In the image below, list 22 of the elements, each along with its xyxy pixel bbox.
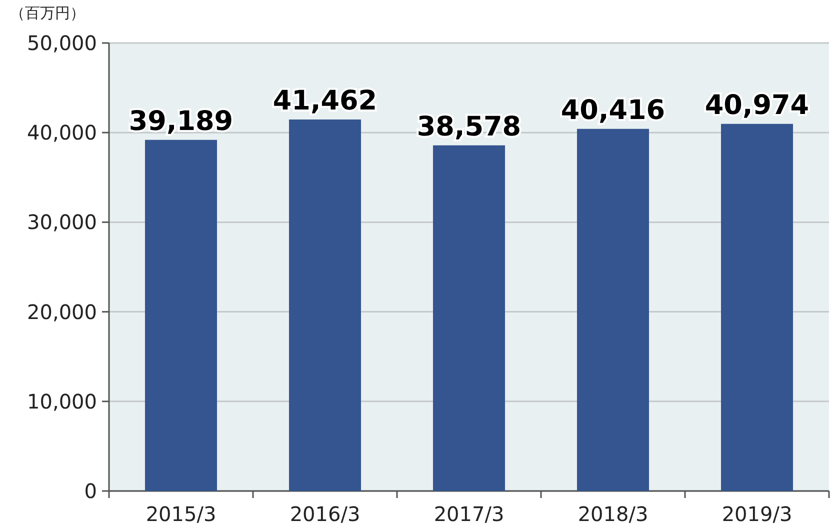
bar: [721, 124, 793, 491]
y-tick-label: 10,000: [27, 389, 97, 414]
y-tick-label: 50,000: [27, 31, 97, 55]
bar: [289, 120, 361, 491]
x-tick-label: 2015/3: [146, 502, 216, 526]
bar: [433, 145, 505, 491]
bar: [577, 128, 649, 491]
bar: [145, 140, 217, 491]
x-tick-label: 2016/3: [290, 502, 360, 526]
y-tick-label: 0: [84, 479, 97, 503]
x-tick-label: 2017/3: [434, 502, 504, 526]
data-label: 40,974: [704, 90, 810, 121]
x-tick-label: 2019/3: [722, 502, 792, 526]
y-tick-label: 30,000: [27, 210, 97, 234]
data-label: 40,416: [560, 94, 666, 126]
y-tick-label: 20,000: [27, 300, 97, 324]
data-label: 41,462: [272, 86, 378, 116]
y-axis-title: （百万円）: [10, 4, 85, 22]
data-label: 39,189: [128, 106, 234, 137]
data-label: 38,578: [416, 111, 522, 142]
x-tick-label: 2018/3: [578, 502, 648, 526]
y-tick-label: 40,000: [27, 120, 97, 145]
